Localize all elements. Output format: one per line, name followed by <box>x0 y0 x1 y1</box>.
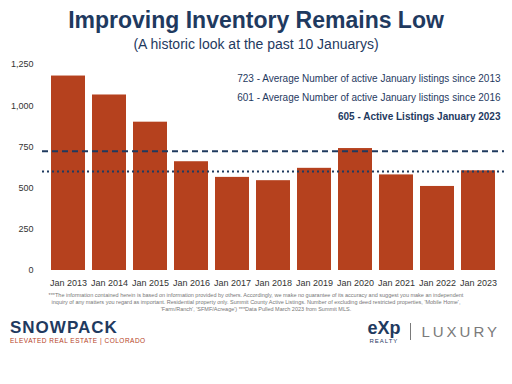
svg-text:Jan 2016: Jan 2016 <box>173 278 210 288</box>
svg-text:Jan 2022: Jan 2022 <box>419 278 456 288</box>
html-text:***The information contained h: ***The information contained herein is b… <box>48 292 464 312</box>
svg-text:Jan 2020: Jan 2020 <box>337 278 374 288</box>
svg-text:Jan 2015: Jan 2015 <box>132 278 169 288</box>
svg-text:Jan 2019: Jan 2019 <box>296 278 333 288</box>
svg-text:500: 500 <box>18 183 33 193</box>
svg-text:1,000: 1,000 <box>11 101 34 111</box>
html-text:eXp: eXp <box>367 318 401 338</box>
html-text:REALTY: REALTY <box>369 338 399 344</box>
html-text:SNOWPACK: SNOWPACK <box>10 318 118 337</box>
html-text:Improving Inventory Remains Lo: Improving Inventory Remains Low <box>68 7 444 33</box>
svg-text:723 - Average Number of active: 723 - Average Number of active January l… <box>237 73 501 84</box>
svg-text:601 - Average Number of active: 601 - Average Number of active January l… <box>237 92 501 103</box>
svg-text:Jan 2014: Jan 2014 <box>91 278 128 288</box>
svg-text:750: 750 <box>18 142 33 152</box>
svg-text:Jan 2017: Jan 2017 <box>214 278 251 288</box>
html-text:ELEVATED REAL ESTATE | COLORAD: ELEVATED REAL ESTATE | COLORADO <box>10 337 146 344</box>
html-text:(A historic look at the past 1: (A historic look at the past 10 Januarys… <box>133 36 379 52</box>
svg-text:1,250: 1,250 <box>11 59 34 69</box>
html-text:LUXURY: LUXURY <box>421 323 500 340</box>
svg-text:250: 250 <box>18 224 33 234</box>
svg-text:Jan 2023: Jan 2023 <box>460 278 497 288</box>
svg-text:0: 0 <box>28 265 33 275</box>
svg-text:Jan 2013: Jan 2013 <box>50 278 87 288</box>
svg-text:Jan 2021: Jan 2021 <box>378 278 415 288</box>
svg-text:Jan 2018: Jan 2018 <box>255 278 292 288</box>
svg-text:605 - Active Listings January: 605 - Active Listings January 2023 <box>338 111 501 122</box>
